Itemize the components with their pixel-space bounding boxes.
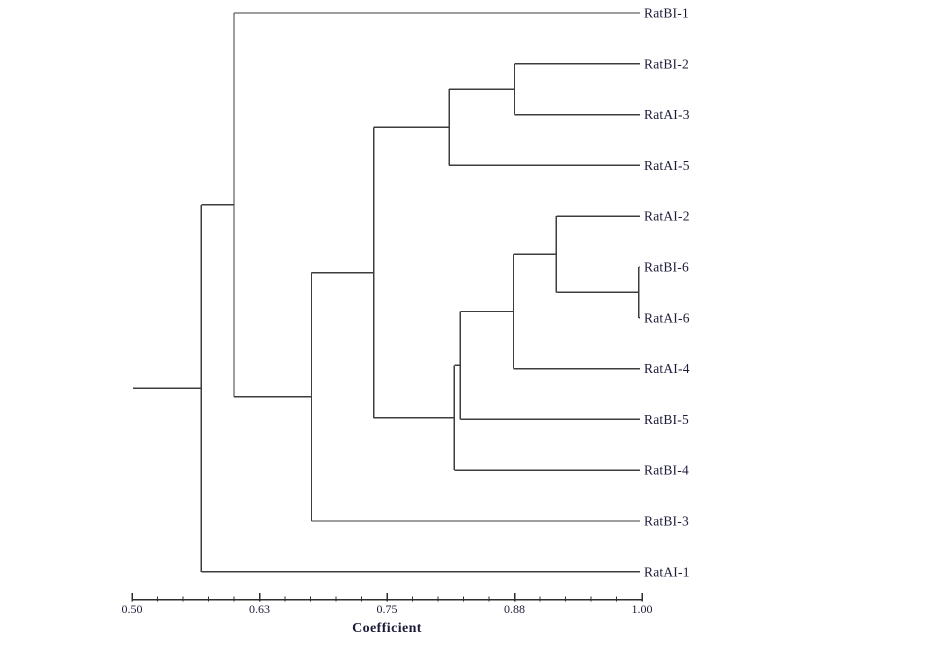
leaf-label-ratai-4: RatAI-4 <box>644 361 690 376</box>
axis-tick-label: 1.00 <box>632 602 653 616</box>
leaf-labels-group: RatBI-1 RatBI-2 RatAI-3 RatAI-5 RatAI-2 RatBI… <box>644 6 690 580</box>
axis-tick-label: 0.50 <box>122 602 143 616</box>
axis-tick-label: 0.63 <box>249 602 270 616</box>
coefficient-axis: 0.50 0.63 0.75 0.88 1.00 <box>122 593 653 616</box>
leaf-label-ratbi-4: RatBI-4 <box>644 463 689 478</box>
dendrogram-branches <box>133 12 640 573</box>
leaf-label-ratbi-5: RatBI-5 <box>644 412 689 427</box>
leaf-label-ratbi-3: RatBI-3 <box>644 514 689 529</box>
leaf-label-ratai-1: RatAI-1 <box>644 564 690 579</box>
leaf-label-ratai-3: RatAI-3 <box>644 107 690 122</box>
leaf-label-ratai-2: RatAI-2 <box>644 209 690 224</box>
leaf-label-ratai-5: RatAI-5 <box>644 158 690 173</box>
axis-tick-label: 0.88 <box>504 602 525 616</box>
leaf-label-ratbi-2: RatBI-2 <box>644 56 689 71</box>
leaf-label-ratbi-1: RatBI-1 <box>644 6 689 21</box>
leaf-label-ratai-6: RatAI-6 <box>644 310 690 325</box>
axis-title: Coefficient <box>352 621 422 636</box>
axis-tick-label: 0.75 <box>377 602 398 616</box>
leaf-label-ratbi-6: RatBI-6 <box>644 260 689 275</box>
